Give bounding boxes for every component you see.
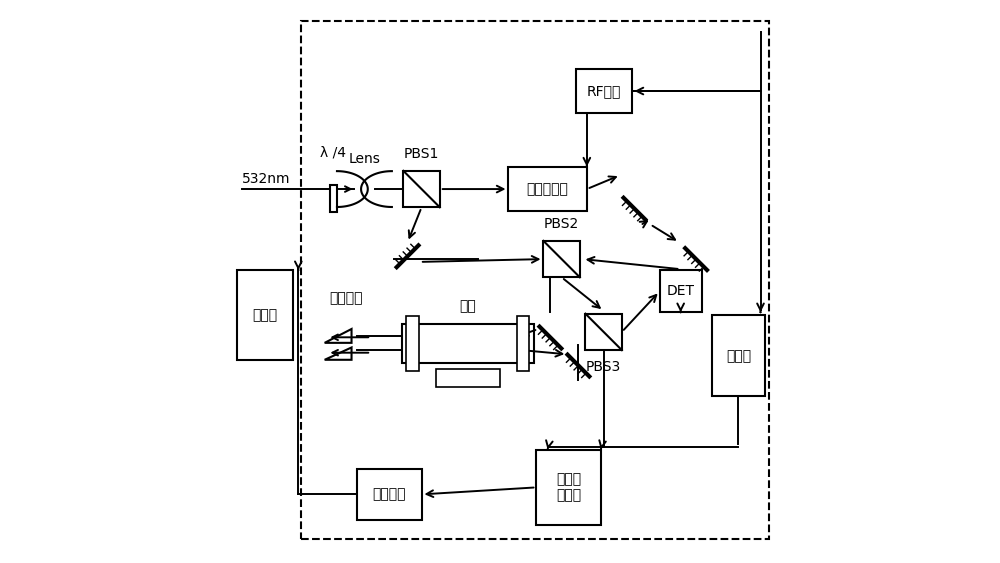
Text: DET: DET [667,284,695,298]
Polygon shape [325,329,352,343]
Bar [301,21,769,539]
Bar [330,185,337,212]
Text: λ /4: λ /4 [320,146,346,160]
Text: PBS1: PBS1 [404,147,439,161]
Text: 伺服控制: 伺服控制 [373,488,406,502]
Text: PBS2: PBS2 [544,217,579,231]
Text: Lens: Lens [348,151,380,166]
Bar [543,241,580,278]
Bar [585,314,622,350]
Bar [712,315,765,396]
Bar [508,167,587,212]
Text: RF驱动: RF驱动 [586,84,621,98]
Text: 532nm: 532nm [242,172,291,186]
Bar [436,369,500,387]
Bar [517,316,529,370]
Bar [576,69,632,113]
Bar [536,450,601,525]
Bar [237,270,293,360]
Text: 激光器: 激光器 [252,308,277,322]
Polygon shape [325,347,352,360]
Text: 反射棱镜: 反射棱镜 [329,292,363,306]
Text: 碘室: 碘室 [459,300,476,314]
Text: 鉴频器: 鉴频器 [726,348,751,363]
Bar [357,469,422,520]
Bar [402,324,534,363]
Bar [406,316,419,370]
Text: PBS3: PBS3 [586,360,621,374]
Text: 电光调制器: 电光调制器 [527,182,569,196]
Text: 双平衡
混频器: 双平衡 混频器 [556,472,581,503]
Bar [403,171,440,207]
Bar [660,270,702,312]
